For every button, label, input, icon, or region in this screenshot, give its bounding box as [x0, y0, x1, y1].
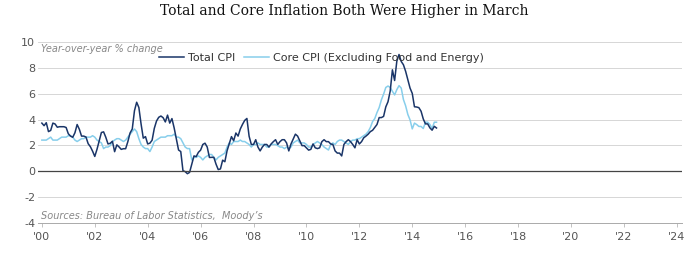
- Line: Total CPI: Total CPI: [42, 55, 437, 174]
- Text: Year-over-year % change: Year-over-year % change: [41, 44, 163, 54]
- Text: Sources: Bureau of Labor Statistics,  Moody’s: Sources: Bureau of Labor Statistics, Moo…: [41, 211, 263, 221]
- Core CPI (Excluding Food and Energy): [187, 158, 196, 161]
- Core CPI (Excluding Food and Energy): [84, 135, 92, 139]
- Core CPI (Excluding Food and Energy): [38, 139, 46, 142]
- Total CPI: [38, 122, 46, 125]
- Line: Core CPI (Excluding Food and Energy): Core CPI (Excluding Food and Energy): [42, 86, 437, 160]
- Core CPI (Excluding Food and Energy): [119, 140, 127, 143]
- Total CPI: [395, 53, 403, 56]
- Legend: Total CPI, Core CPI (Excluding Food and Energy): Total CPI, Core CPI (Excluding Food and …: [159, 53, 484, 63]
- Core CPI (Excluding Food and Energy): [44, 137, 52, 140]
- Total CPI: [84, 142, 92, 145]
- Core CPI (Excluding Food and Energy): [424, 121, 432, 124]
- Core CPI (Excluding Food and Energy): [391, 93, 399, 96]
- Core CPI (Excluding Food and Energy): [190, 156, 198, 159]
- Total CPI: [424, 122, 432, 125]
- Total CPI: [183, 172, 192, 175]
- Text: Total and Core Inflation Both Were Higher in March: Total and Core Inflation Both Were Highe…: [161, 4, 528, 18]
- Core CPI (Excluding Food and Energy): [395, 84, 403, 87]
- Total CPI: [433, 126, 441, 130]
- Total CPI: [44, 130, 52, 133]
- Core CPI (Excluding Food and Energy): [433, 121, 441, 124]
- Total CPI: [119, 147, 127, 150]
- Total CPI: [190, 154, 198, 157]
- Total CPI: [391, 79, 399, 82]
